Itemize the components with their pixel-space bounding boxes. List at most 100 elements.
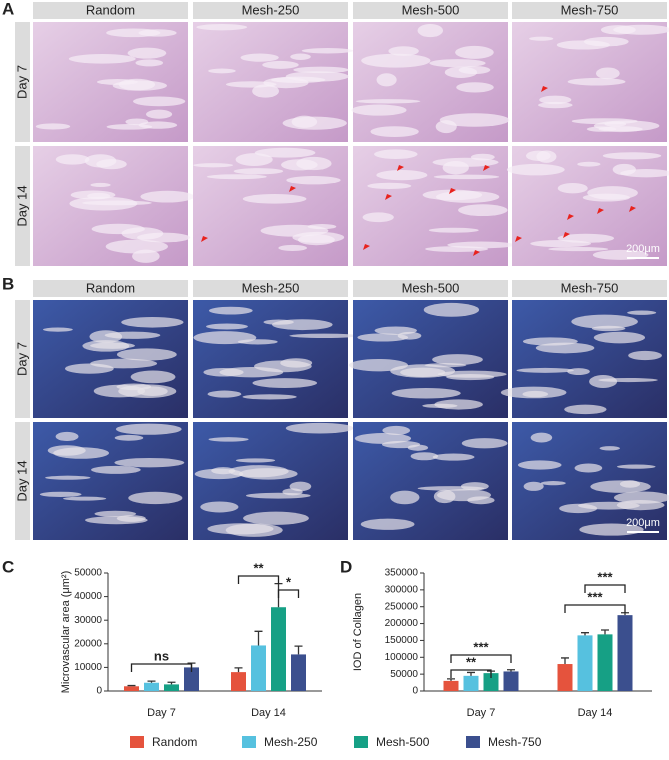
tissue-streak bbox=[437, 489, 491, 502]
column-header-bg bbox=[512, 280, 667, 297]
tissue-streak bbox=[35, 123, 71, 130]
micrograph bbox=[193, 300, 348, 418]
tissue-streak bbox=[461, 438, 508, 449]
scale-bar-label: 200μm bbox=[626, 243, 660, 255]
tissue-streak bbox=[193, 163, 234, 168]
bar bbox=[164, 684, 179, 691]
tissue-streak bbox=[243, 511, 309, 525]
tissue-streak bbox=[208, 306, 253, 315]
tissue-streak bbox=[397, 331, 422, 340]
tissue-streak bbox=[133, 96, 186, 107]
column-header: Random bbox=[86, 280, 135, 295]
row-header: Day 7 bbox=[14, 342, 29, 376]
tissue-streak bbox=[388, 46, 419, 56]
row-header-bg bbox=[15, 146, 30, 266]
legend-label: Random bbox=[152, 735, 197, 749]
tissue-streak bbox=[290, 53, 311, 60]
bar bbox=[231, 672, 246, 691]
y-tick-label: 0 bbox=[412, 686, 418, 697]
tissue-streak bbox=[586, 126, 617, 132]
tissue-streak bbox=[614, 491, 669, 504]
tissue-streak bbox=[589, 375, 618, 388]
tissue-streak bbox=[282, 116, 347, 130]
tissue-streak bbox=[536, 150, 557, 163]
legend-swatch bbox=[466, 736, 480, 748]
row-header: Day 14 bbox=[14, 185, 29, 226]
bar bbox=[443, 680, 459, 691]
tissue-streak bbox=[574, 463, 603, 473]
tissue-streak bbox=[616, 464, 656, 469]
tissue-streak bbox=[85, 516, 148, 525]
legend-swatch bbox=[354, 736, 368, 748]
tissue-streak bbox=[376, 169, 428, 181]
tissue-streak bbox=[530, 432, 553, 443]
significance-label: *** bbox=[587, 589, 603, 604]
tissue-streak bbox=[94, 510, 137, 517]
tissue-streak bbox=[357, 333, 409, 342]
tissue-streak bbox=[470, 153, 495, 161]
tissue-streak bbox=[90, 182, 111, 187]
tissue-streak bbox=[140, 190, 195, 203]
arrowhead bbox=[201, 236, 208, 242]
tissue-streak bbox=[374, 149, 418, 160]
tissue-streak bbox=[272, 319, 333, 331]
error-bar bbox=[167, 681, 176, 685]
tissue-streak bbox=[68, 54, 136, 64]
tissue-streak bbox=[39, 491, 82, 497]
tissue-streak bbox=[500, 386, 567, 399]
tissue-streak bbox=[208, 68, 236, 74]
tissue-streak bbox=[252, 84, 280, 98]
panel-label: C bbox=[2, 557, 14, 576]
tissue-streak bbox=[599, 446, 620, 451]
tissue-streak bbox=[252, 378, 318, 388]
arrowhead bbox=[629, 206, 636, 212]
tissue-streak bbox=[138, 29, 177, 37]
y-tick-label: 50000 bbox=[74, 568, 102, 579]
tissue-streak bbox=[128, 491, 183, 505]
tissue-streak bbox=[455, 45, 494, 59]
tissue-streak bbox=[381, 440, 421, 449]
tissue-streak bbox=[240, 53, 279, 62]
bar bbox=[557, 664, 573, 691]
tissue-streak bbox=[206, 323, 248, 330]
tissue-streak bbox=[285, 422, 354, 434]
tissue-streak bbox=[228, 465, 289, 478]
y-axis-label: IOD of Collagen bbox=[352, 593, 364, 671]
error-bar bbox=[467, 671, 475, 676]
tissue-streak bbox=[69, 196, 138, 211]
arrowhead bbox=[449, 188, 456, 194]
tissue-streak bbox=[540, 481, 566, 486]
tissue-streak bbox=[602, 152, 662, 160]
bar bbox=[463, 675, 479, 691]
tissue-streak bbox=[616, 499, 665, 511]
bar bbox=[144, 682, 159, 691]
y-tick-label: 250000 bbox=[385, 601, 419, 612]
bar bbox=[271, 607, 286, 691]
tissue-streak bbox=[278, 244, 308, 252]
panel-label: A bbox=[2, 0, 14, 18]
row-header: Day 7 bbox=[14, 65, 29, 99]
column-header: Mesh-750 bbox=[561, 2, 619, 17]
tissue-streak bbox=[297, 234, 335, 246]
tissue-streak bbox=[390, 490, 420, 505]
tissue-streak bbox=[593, 331, 646, 344]
arrowhead bbox=[363, 244, 370, 250]
tissue-streak bbox=[627, 310, 657, 315]
x-tick-label: Day 7 bbox=[467, 707, 496, 719]
column-header: Random bbox=[86, 2, 135, 17]
tissue-streak bbox=[362, 212, 394, 223]
tissue-streak bbox=[595, 67, 620, 80]
error-bar bbox=[561, 657, 569, 665]
tissue-streak bbox=[590, 480, 651, 493]
tissue-streak bbox=[582, 193, 630, 202]
tissue-streak bbox=[423, 302, 480, 317]
tissue-streak bbox=[428, 227, 479, 233]
tissue-streak bbox=[432, 354, 483, 366]
row-header-bg bbox=[15, 300, 30, 418]
tissue-streak bbox=[506, 163, 565, 176]
tissue-streak bbox=[523, 481, 544, 491]
tissue-streak bbox=[193, 331, 257, 345]
legend-swatch bbox=[242, 736, 256, 748]
tissue-streak bbox=[361, 53, 431, 68]
